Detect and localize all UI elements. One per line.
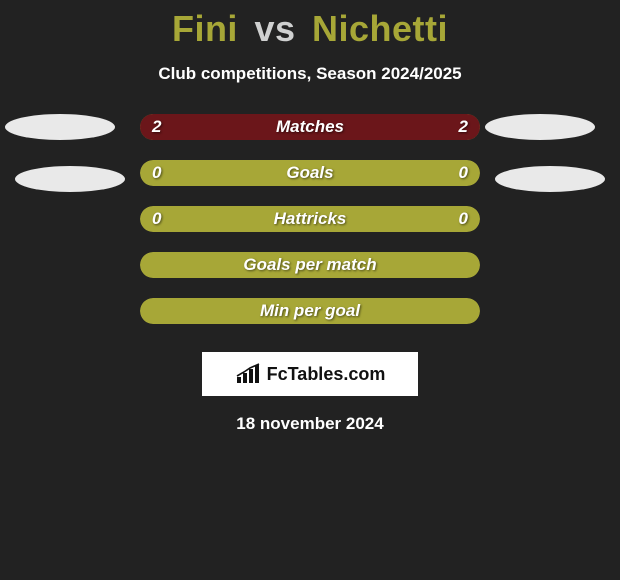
stat-label: Goals per match (140, 252, 480, 278)
vs-text: vs (254, 8, 295, 49)
stat-rows: 22Matches 00Goals 00Hattricks Goals per mat… (0, 114, 620, 344)
player2-name: Nichetti (312, 8, 448, 49)
logo-text: FcTables.com (267, 364, 386, 385)
stat-row: 00Goals (0, 160, 620, 206)
stat-bar: Min per goal (140, 298, 480, 324)
stat-row: 22Matches (0, 114, 620, 160)
stat-label: Min per goal (140, 298, 480, 324)
stat-bar: 22Matches (140, 114, 480, 140)
stat-row: Min per goal (0, 298, 620, 344)
subtitle: Club competitions, Season 2024/2025 (0, 64, 620, 84)
stat-bar: 00Hattricks (140, 206, 480, 232)
date-text: 18 november 2024 (0, 414, 620, 434)
stats-area: 22Matches 00Goals 00Hattricks Goals per mat… (0, 114, 620, 344)
stat-row: 00Hattricks (0, 206, 620, 252)
bar-chart-icon (235, 363, 261, 385)
stat-label: Hattricks (140, 206, 480, 232)
stat-bar: Goals per match (140, 252, 480, 278)
logo-box: FcTables.com (202, 352, 418, 396)
comparison-title: Fini vs Nichetti (0, 0, 620, 50)
stat-label: Goals (140, 160, 480, 186)
player1-name: Fini (172, 8, 238, 49)
stat-row: Goals per match (0, 252, 620, 298)
stat-bar: 00Goals (140, 160, 480, 186)
stat-label: Matches (140, 114, 480, 140)
